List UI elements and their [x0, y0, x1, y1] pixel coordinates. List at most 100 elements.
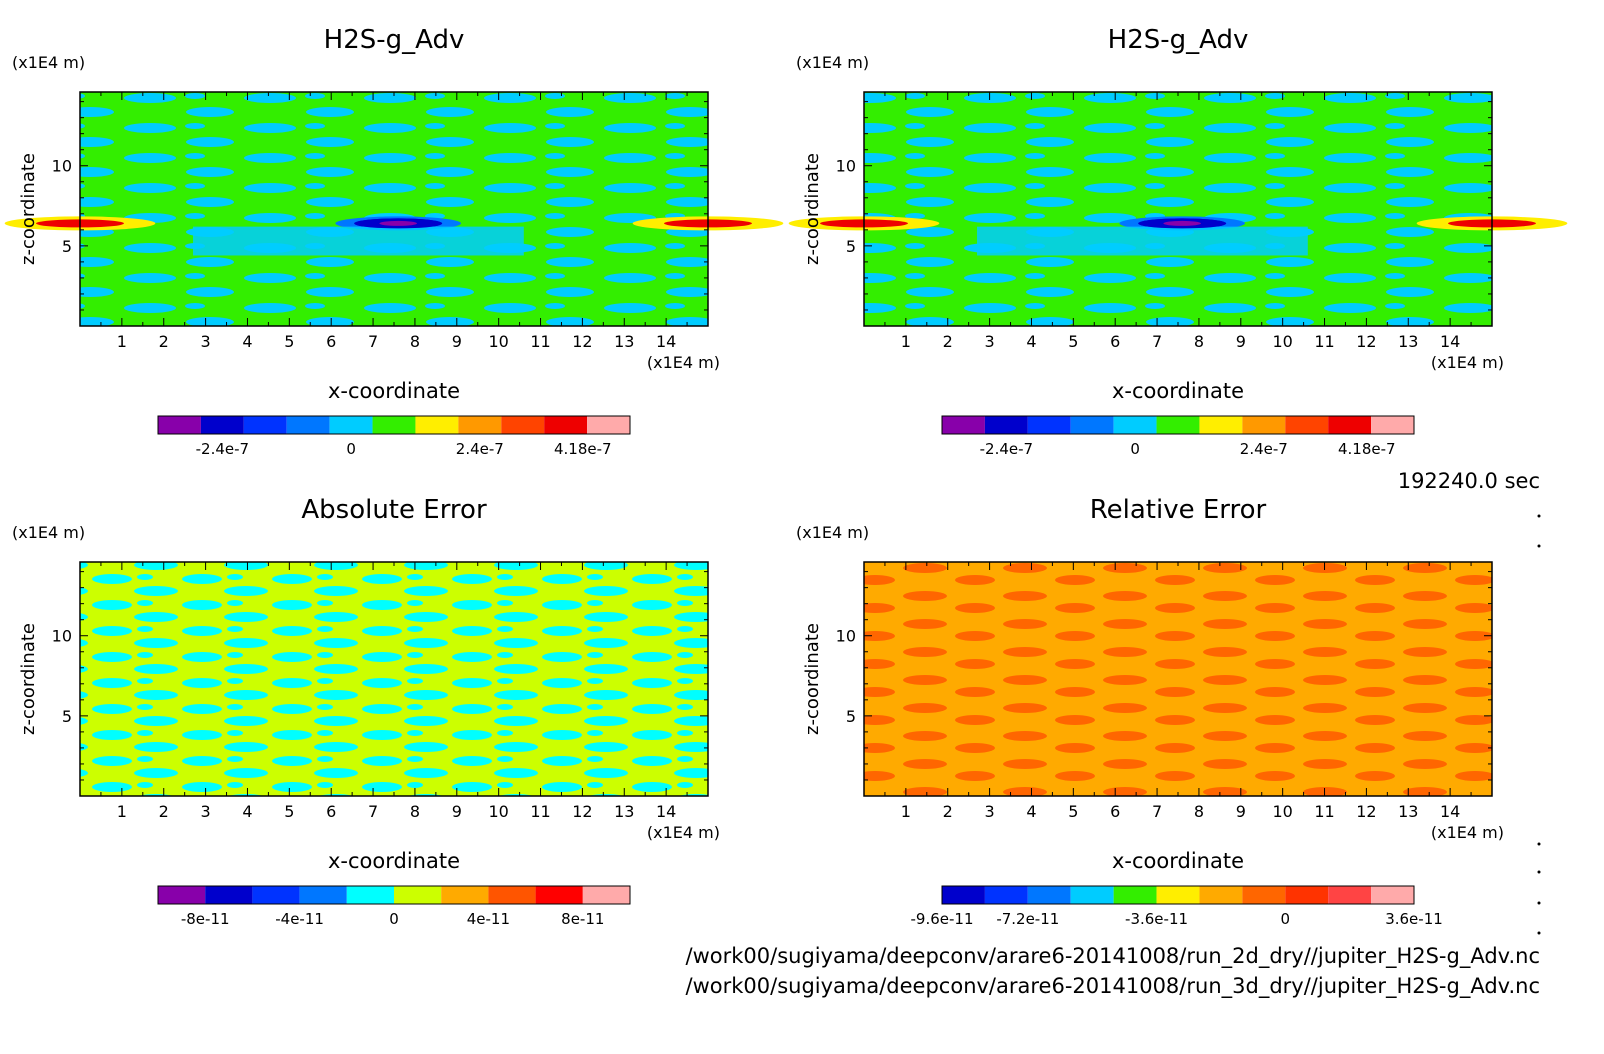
x-tick-label: 10 — [1272, 332, 1292, 351]
colorbar-label: 0 — [346, 440, 356, 458]
x-tick-label: 4 — [242, 802, 252, 821]
colorbar-label: 2.4e-7 — [456, 440, 504, 458]
colorbar-label: -4e-11 — [275, 910, 324, 928]
plot-area — [80, 562, 708, 796]
y-tick-label: 5 — [846, 237, 856, 256]
y-axis-label: z-coordinate — [802, 153, 823, 265]
colorbar-swatch — [1328, 886, 1372, 904]
x-unit-label: (x1E4 m) — [1431, 353, 1504, 372]
y-tick-label: 10 — [52, 627, 72, 646]
y-unit-label: (x1E4 m) — [796, 523, 869, 542]
chart-title: H2S-g_Adv — [324, 25, 465, 55]
x-axis-label: x-coordinate — [1112, 379, 1244, 403]
panel-h2s-adv-3d: H2S-g_Adv(x1E4 m)1 2 3 4 5 6 7 8 9 10 11 12 13 14(x1E… — [788, 25, 1568, 458]
x-tick-label: 6 — [326, 802, 336, 821]
x-tick-label: 12 — [1356, 802, 1376, 821]
y-unit-label: (x1E4 m) — [796, 53, 869, 72]
source-file-3d: /work00/sugiyama/deepconv/arare6-2014100… — [686, 974, 1541, 999]
colorbar-label: 8e-11 — [561, 910, 604, 928]
x-tick-label: 2 — [159, 802, 169, 821]
x-tick-label: 10 — [488, 332, 508, 351]
x-tick-label: 1 — [117, 802, 127, 821]
field-features — [788, 216, 1568, 256]
colorbar-label: -2.4e-7 — [196, 440, 249, 458]
colorbar-swatch — [441, 886, 489, 904]
colorbar-swatch — [1199, 886, 1243, 904]
colorbar-swatch — [1242, 886, 1286, 904]
x-tick-label: 6 — [1110, 802, 1120, 821]
y-tick-label: 10 — [52, 157, 72, 176]
x-tick-label: 11 — [530, 332, 550, 351]
colorbar-swatch — [243, 416, 287, 434]
colorbar-swatch — [1371, 416, 1414, 434]
colorbar-swatch — [1371, 886, 1414, 904]
colorbar-label: -9.6e-11 — [911, 910, 974, 928]
x-tick-label: 14 — [1440, 332, 1460, 351]
colorbar-swatch — [158, 416, 201, 434]
plot-area — [864, 562, 1492, 796]
colorbar-label: 0 — [1280, 910, 1290, 928]
x-tick-label: 5 — [1068, 332, 1078, 351]
x-tick-label: 3 — [201, 802, 211, 821]
x-tick-label: 10 — [488, 802, 508, 821]
colorbar-swatch — [587, 416, 630, 434]
x-axis: 1 2 3 4 5 6 7 8 9 10 11 12 13 14(x1E4 m)x-coordinate — [863, 562, 1504, 873]
colorbar-frame — [157, 415, 631, 435]
x-tick-label: 11 — [530, 802, 550, 821]
x-tick-label: 2 — [943, 802, 953, 821]
negative-core-center-top — [379, 220, 418, 226]
chart-title: Relative Error — [1090, 495, 1267, 525]
colorbar-swatch — [1199, 416, 1243, 434]
colorbar-swatch — [984, 886, 1028, 904]
colorbar-swatch — [1027, 416, 1071, 434]
y-axis-label: z-coordinate — [18, 153, 39, 265]
x-tick-label: 14 — [656, 802, 676, 821]
colorbar: -8e-11 -4e-11 0 4e-11 8e-11 — [157, 885, 631, 928]
x-axis: 1 2 3 4 5 6 7 8 9 10 11 12 13 14(x1E4 m)x-coordinate — [79, 562, 720, 873]
y-unit-label: (x1E4 m) — [12, 523, 85, 542]
x-tick-label: 7 — [368, 802, 378, 821]
colorbar-label: 4.18e-7 — [1338, 440, 1396, 458]
colorbar-swatch — [286, 416, 330, 434]
panel-absolute-error: Absolute Error(x1E4 m)1 2 3 4 5 6 7 8 9 10 11 12 13 1… — [12, 495, 720, 928]
colorbar-swatch — [329, 416, 373, 434]
x-tick-label: 13 — [1398, 802, 1418, 821]
y-axis: 5 10 z-coordinate — [18, 571, 708, 781]
y-tick-label: 10 — [836, 157, 856, 176]
colorbar-frame — [941, 885, 1415, 905]
colorbar-label: 0 — [389, 910, 399, 928]
x-tick-label: 5 — [284, 802, 294, 821]
colorbar-frame — [157, 885, 631, 905]
x-tick-label: 9 — [452, 332, 462, 351]
x-tick-label: 1 — [901, 332, 911, 351]
x-tick-label: 8 — [410, 802, 420, 821]
x-unit-label: (x1E4 m) — [1431, 823, 1504, 842]
x-tick-label: 9 — [452, 802, 462, 821]
colorbar-label: 0 — [1130, 440, 1140, 458]
colorbar-swatch — [1285, 416, 1329, 434]
x-tick-label: 8 — [410, 332, 420, 351]
colorbar: -9.6e-11 -7.2e-11 -3.6e-11 0 3.6e-11 — [911, 885, 1443, 928]
y-axis-label: z-coordinate — [802, 623, 823, 735]
colorbar-swatch — [205, 886, 253, 904]
x-tick-label: 4 — [242, 332, 252, 351]
x-tick-label: 11 — [1314, 332, 1334, 351]
x-tick-label: 5 — [284, 332, 294, 351]
colorbar-swatch — [1070, 886, 1114, 904]
y-axis: 5 10 z-coordinate — [18, 101, 708, 311]
x-tick-label: 13 — [614, 802, 634, 821]
x-axis-label: x-coordinate — [1112, 849, 1244, 873]
x-tick-label: 12 — [572, 332, 592, 351]
x-tick-label: 10 — [1272, 802, 1292, 821]
x-tick-label: 12 — [572, 802, 592, 821]
time-label: 192240.0 sec — [1398, 469, 1540, 493]
colorbar-swatch — [394, 886, 442, 904]
x-tick-label: 1 — [901, 802, 911, 821]
margin-dots — [1537, 514, 1541, 935]
colorbar-swatch — [501, 416, 545, 434]
chart-title: Absolute Error — [301, 495, 487, 525]
x-tick-label: 2 — [943, 332, 953, 351]
colorbar-swatch — [1242, 416, 1286, 434]
x-tick-label: 14 — [656, 332, 676, 351]
colorbar-swatch — [942, 416, 985, 434]
